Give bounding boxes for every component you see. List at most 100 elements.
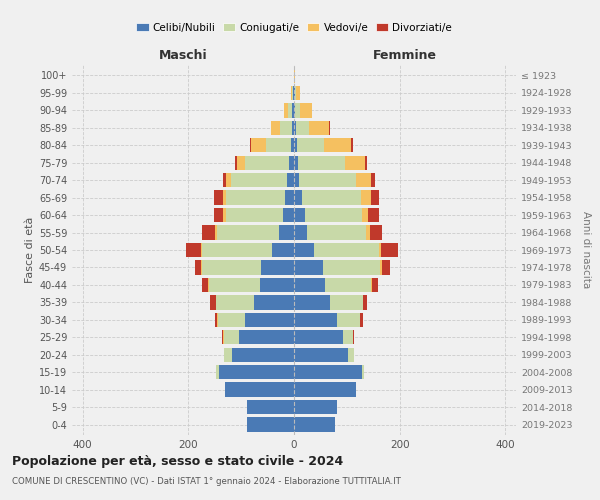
- Bar: [294, 156, 298, 170]
- Bar: [251, 138, 266, 152]
- Bar: [361, 190, 371, 205]
- Bar: [216, 365, 219, 380]
- Bar: [370, 226, 382, 239]
- Y-axis label: Anni di nascita: Anni di nascita: [581, 212, 590, 288]
- Bar: [296, 86, 300, 100]
- Bar: [202, 260, 261, 274]
- Bar: [345, 156, 365, 170]
- Bar: [214, 208, 223, 222]
- Bar: [323, 260, 380, 274]
- Bar: [294, 400, 337, 414]
- Bar: [350, 138, 353, 152]
- Bar: [292, 120, 294, 135]
- Bar: [294, 190, 302, 205]
- Bar: [280, 120, 292, 135]
- Bar: [284, 103, 288, 118]
- Bar: [261, 260, 294, 274]
- Bar: [231, 173, 287, 188]
- Bar: [223, 208, 226, 222]
- Bar: [309, 120, 329, 135]
- Bar: [360, 312, 363, 327]
- Bar: [380, 260, 382, 274]
- Bar: [294, 278, 325, 292]
- Bar: [294, 120, 296, 135]
- Text: COMUNE DI CRESCENTINO (VC) - Dati ISTAT 1° gennaio 2024 - Elaborazione TUTTITALI: COMUNE DI CRESCENTINO (VC) - Dati ISTAT …: [12, 478, 401, 486]
- Bar: [294, 260, 323, 274]
- Bar: [294, 68, 295, 82]
- Bar: [365, 156, 367, 170]
- Bar: [247, 400, 294, 414]
- Bar: [287, 173, 294, 188]
- Bar: [329, 120, 330, 135]
- Bar: [382, 260, 390, 274]
- Bar: [307, 226, 367, 239]
- Bar: [343, 330, 353, 344]
- Bar: [202, 278, 208, 292]
- Bar: [292, 86, 293, 100]
- Bar: [194, 260, 201, 274]
- Bar: [294, 382, 356, 397]
- Text: Femmine: Femmine: [373, 50, 437, 62]
- Bar: [292, 103, 294, 118]
- Text: Popolazione per età, sesso e stato civile - 2024: Popolazione per età, sesso e stato civil…: [12, 455, 343, 468]
- Bar: [302, 190, 361, 205]
- Bar: [186, 243, 201, 257]
- Bar: [305, 208, 362, 222]
- Bar: [371, 190, 379, 205]
- Bar: [294, 418, 335, 432]
- Bar: [294, 330, 343, 344]
- Bar: [330, 295, 363, 310]
- Bar: [362, 365, 364, 380]
- Bar: [285, 190, 294, 205]
- Bar: [201, 260, 202, 274]
- Bar: [368, 208, 379, 222]
- Bar: [215, 312, 217, 327]
- Bar: [299, 173, 356, 188]
- Bar: [295, 86, 296, 100]
- Bar: [294, 173, 299, 188]
- Bar: [296, 120, 309, 135]
- Bar: [288, 103, 292, 118]
- Bar: [379, 243, 380, 257]
- Bar: [272, 243, 294, 257]
- Bar: [294, 208, 305, 222]
- Bar: [271, 120, 280, 135]
- Bar: [260, 278, 294, 292]
- Bar: [298, 156, 345, 170]
- Bar: [254, 295, 294, 310]
- Bar: [283, 208, 294, 222]
- Bar: [247, 418, 294, 432]
- Y-axis label: Fasce di età: Fasce di età: [25, 217, 35, 283]
- Bar: [324, 138, 350, 152]
- Bar: [245, 156, 289, 170]
- Bar: [294, 312, 337, 327]
- Bar: [214, 190, 223, 205]
- Bar: [239, 330, 294, 344]
- Bar: [289, 156, 294, 170]
- Legend: Celibi/Nubili, Coniugati/e, Vedovi/e, Divorziati/e: Celibi/Nubili, Coniugati/e, Vedovi/e, Di…: [132, 18, 456, 36]
- Bar: [235, 156, 238, 170]
- Bar: [367, 226, 370, 239]
- Bar: [232, 348, 294, 362]
- Bar: [224, 348, 232, 362]
- Bar: [371, 173, 376, 188]
- Bar: [225, 382, 294, 397]
- Bar: [362, 208, 368, 222]
- Bar: [217, 226, 279, 239]
- Bar: [372, 278, 377, 292]
- Bar: [223, 190, 226, 205]
- Bar: [294, 243, 314, 257]
- Bar: [294, 365, 362, 380]
- Bar: [215, 226, 217, 239]
- Bar: [353, 330, 354, 344]
- Bar: [224, 330, 239, 344]
- Bar: [371, 278, 372, 292]
- Bar: [279, 226, 294, 239]
- Bar: [295, 103, 301, 118]
- Bar: [226, 190, 285, 205]
- Text: Maschi: Maschi: [158, 50, 208, 62]
- Bar: [314, 243, 379, 257]
- Bar: [202, 226, 215, 239]
- Bar: [294, 226, 307, 239]
- Bar: [294, 295, 330, 310]
